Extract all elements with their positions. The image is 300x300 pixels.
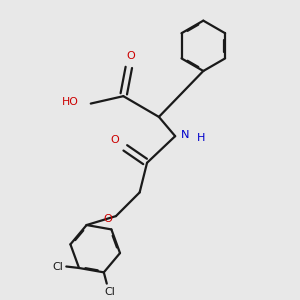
Text: HO: HO xyxy=(61,97,78,107)
Text: Cl: Cl xyxy=(53,262,64,272)
Text: O: O xyxy=(103,214,112,224)
Text: Cl: Cl xyxy=(104,287,115,298)
Text: H: H xyxy=(196,133,205,142)
Text: N: N xyxy=(181,130,189,140)
Text: O: O xyxy=(111,135,119,145)
Text: O: O xyxy=(126,51,135,61)
